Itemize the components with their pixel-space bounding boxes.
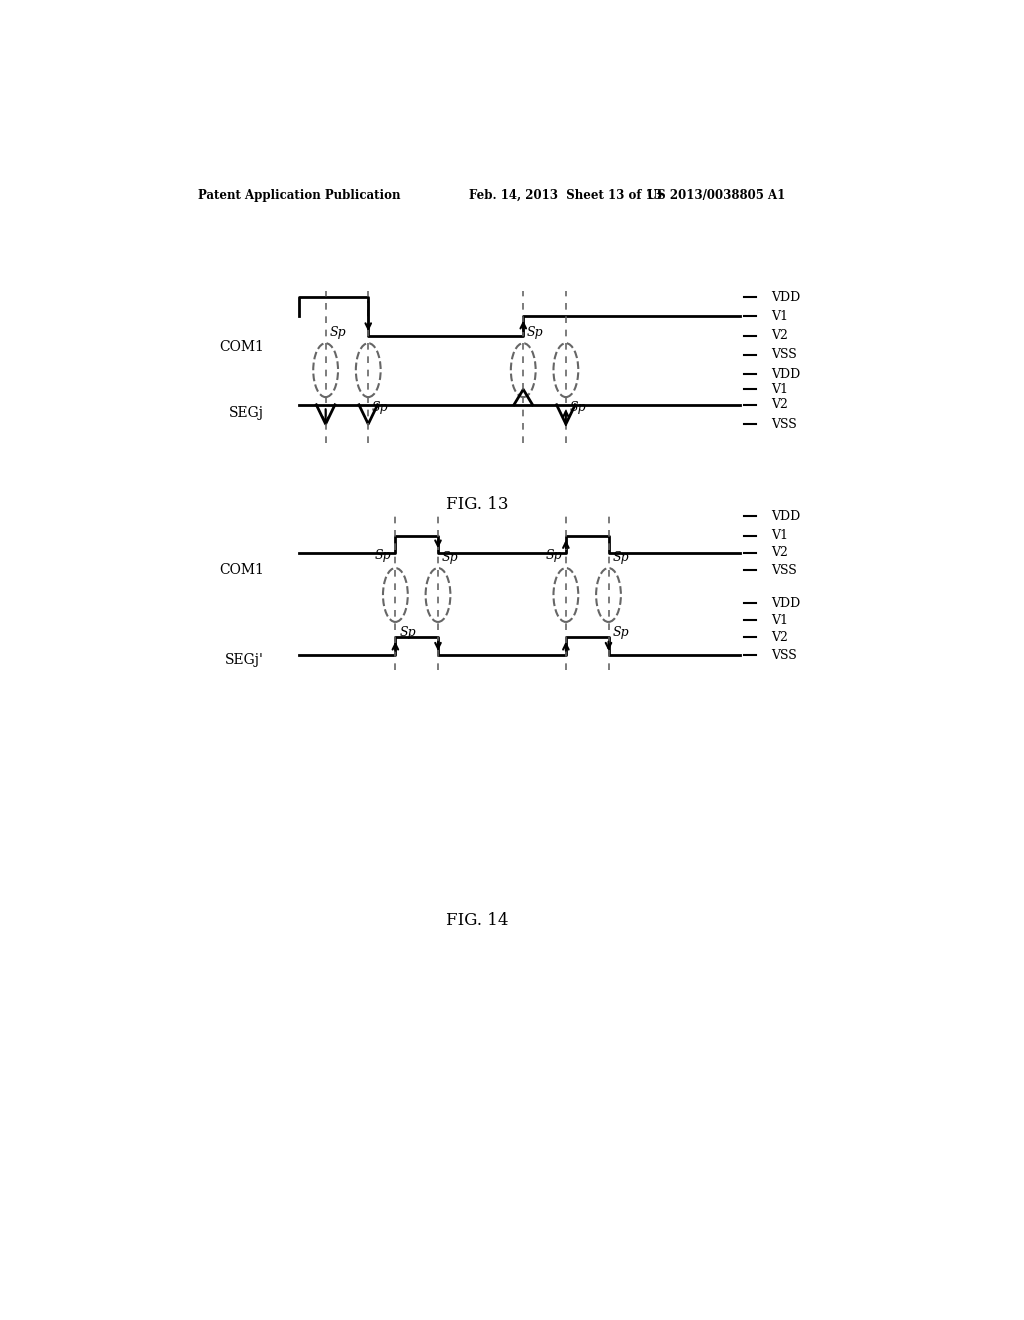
- Text: VDD: VDD: [771, 367, 801, 380]
- Text: VSS: VSS: [771, 417, 797, 430]
- Text: Sp: Sp: [442, 552, 459, 564]
- Text: Sp: Sp: [527, 326, 544, 339]
- Text: V2: V2: [771, 631, 788, 644]
- Text: Sp: Sp: [546, 549, 562, 562]
- Text: Patent Application Publication: Patent Application Publication: [198, 189, 400, 202]
- Text: US 2013/0038805 A1: US 2013/0038805 A1: [647, 189, 785, 202]
- Text: SEGj': SEGj': [224, 653, 263, 668]
- Text: Feb. 14, 2013  Sheet 13 of 13: Feb. 14, 2013 Sheet 13 of 13: [469, 189, 662, 202]
- Text: COM1: COM1: [219, 564, 263, 577]
- Text: Sp: Sp: [372, 401, 389, 414]
- Text: VDD: VDD: [771, 510, 801, 523]
- Text: Sp: Sp: [399, 626, 416, 639]
- Text: VDD: VDD: [771, 597, 801, 610]
- Text: Sp: Sp: [612, 626, 629, 639]
- Text: Sp: Sp: [612, 552, 629, 564]
- Text: V2: V2: [771, 399, 788, 412]
- Text: V2: V2: [771, 329, 788, 342]
- Text: SEGj: SEGj: [228, 405, 263, 420]
- Text: V1: V1: [771, 310, 788, 323]
- Text: COM1: COM1: [219, 341, 263, 354]
- Text: FIG. 13: FIG. 13: [445, 496, 508, 513]
- Text: V2: V2: [771, 546, 788, 560]
- Text: Sp: Sp: [330, 326, 346, 339]
- Text: VSS: VSS: [771, 348, 797, 362]
- Text: V1: V1: [771, 383, 788, 396]
- Text: Sp: Sp: [375, 549, 391, 562]
- Text: V1: V1: [771, 614, 788, 627]
- Text: FIG. 14: FIG. 14: [445, 912, 508, 929]
- Text: VSS: VSS: [771, 648, 797, 661]
- Text: VSS: VSS: [771, 564, 797, 577]
- Text: VDD: VDD: [771, 290, 801, 304]
- Text: V1: V1: [771, 529, 788, 543]
- Text: Sp: Sp: [569, 401, 587, 414]
